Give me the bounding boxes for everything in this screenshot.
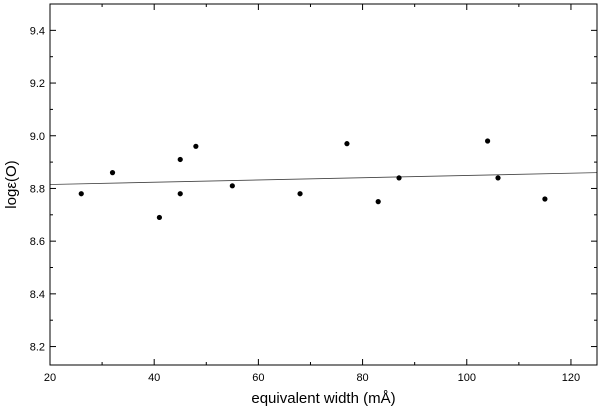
data-point (485, 138, 491, 144)
data-point (542, 196, 548, 202)
x-axis-title: equivalent width (mÅ) (251, 390, 395, 407)
data-point (495, 175, 501, 181)
y-tick-label: 8.8 (30, 183, 45, 195)
data-point (177, 156, 183, 163)
y-tick-label: 8.4 (30, 289, 45, 301)
data-point (297, 191, 303, 197)
fit-line (49, 172, 598, 185)
data-point (177, 191, 183, 197)
x-tick-label: 120 (562, 372, 580, 384)
data-point (396, 175, 402, 181)
y-tick-label: 9.2 (30, 78, 45, 90)
x-tick-label: 60 (252, 372, 264, 384)
y-axis-title: logε(O) (3, 160, 20, 208)
x-tick-label: 80 (356, 372, 368, 384)
data-point (229, 183, 235, 189)
data-point (156, 214, 162, 221)
data-point (109, 170, 116, 176)
x-tick-label: 40 (148, 372, 160, 384)
data-point (344, 141, 350, 147)
y-tick-label: 8.2 (30, 342, 45, 354)
x-tick-label: 20 (44, 372, 56, 384)
plot-frame (49, 3, 598, 366)
data-point (193, 143, 199, 149)
y-tick-label: 8.6 (30, 236, 45, 248)
data-point (375, 199, 381, 205)
data-point (78, 191, 84, 197)
points-layer (78, 138, 548, 221)
x-tick-label: 100 (458, 372, 476, 384)
fit-layer (49, 172, 598, 185)
y-tick-label: 9.4 (30, 25, 45, 37)
y-tick-label: 9.0 (30, 131, 45, 143)
ticks-layer: 20 40 60 80 100 120 8.2 8.4 8.6 8.8 9.0 9.2 9.4 (30, 3, 597, 384)
